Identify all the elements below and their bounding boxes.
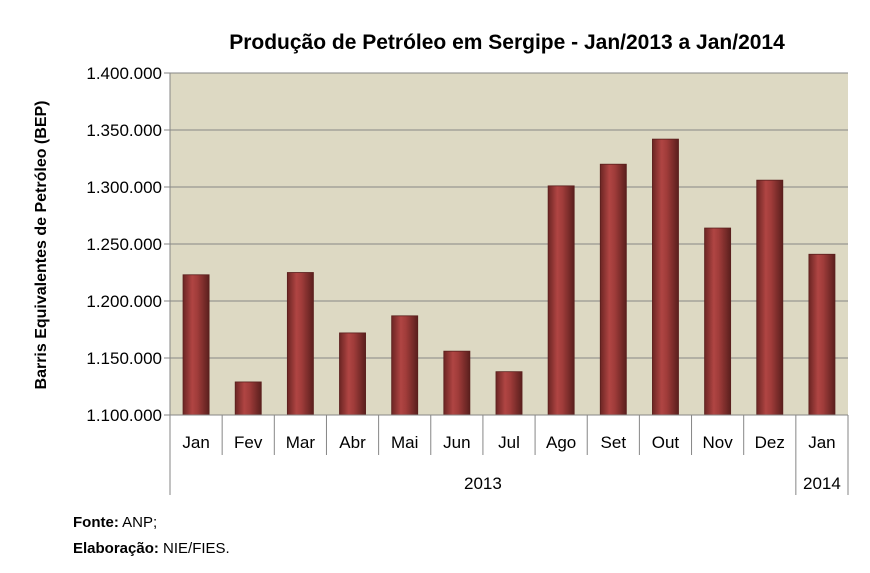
bar <box>182 274 210 416</box>
y-tick-label: 1.200.000 <box>86 292 162 311</box>
bar <box>756 179 784 416</box>
x-tick-label: Set <box>601 433 627 452</box>
bar <box>443 350 471 416</box>
x-tick-label: Jan <box>808 433 835 452</box>
x-tick-label: Mar <box>286 433 316 452</box>
bar <box>652 138 679 416</box>
x-group-label: 2013 <box>464 474 502 493</box>
y-tick-label: 1.250.000 <box>86 235 162 254</box>
y-tick-label: 1.150.000 <box>86 349 162 368</box>
bar <box>234 381 262 416</box>
x-tick-label: Jul <box>498 433 520 452</box>
bar <box>547 185 575 416</box>
bar <box>808 253 836 416</box>
x-tick-label: Ago <box>546 433 576 452</box>
source-label: Fonte: <box>73 514 119 531</box>
x-tick-label: Abr <box>339 433 366 452</box>
x-tick-label: Nov <box>702 433 733 452</box>
x-tick-label: Fev <box>234 433 263 452</box>
y-tick-label: 1.300.000 <box>86 178 162 197</box>
elaboration-value: NIE/FIES. <box>163 540 230 557</box>
chart-title: Produção de Petróleo em Sergipe - Jan/20… <box>229 31 785 54</box>
bar <box>391 315 419 416</box>
source-line: Fonte: ANP; <box>73 514 157 531</box>
y-tick-label: 1.100.000 <box>86 406 162 425</box>
bar <box>704 227 732 416</box>
x-tick-label: Jun <box>443 433 470 452</box>
bar <box>495 371 523 416</box>
x-tick-label: Dez <box>755 433 785 452</box>
bar <box>286 272 314 416</box>
x-tick-label: Jan <box>182 433 209 452</box>
elaboration-line: Elaboração: NIE/FIES. <box>73 540 230 557</box>
x-tick-label: Out <box>652 433 680 452</box>
elaboration-label: Elaboração: <box>73 540 159 557</box>
y-axis-tick-labels: 1.100.000 1.150.000 1.200.000 1.250.000 1.30… <box>86 64 162 425</box>
source-value: ANP; <box>122 514 158 531</box>
y-tick-label: 1.350.000 <box>86 121 162 140</box>
x-group-label: 2014 <box>803 474 841 493</box>
x-axis: Jan Fev Mar Abr Mai Jun Jul Ago Set Out Nov Dez Jan 2… <box>169 414 849 495</box>
gridlines <box>164 72 848 416</box>
bar <box>599 163 627 416</box>
bar <box>339 332 366 416</box>
x-tick-label: Mai <box>391 433 418 452</box>
y-axis-label: Barris Equivalentes de Petróleo (BEP) <box>33 101 50 390</box>
y-tick-label: 1.400.000 <box>86 64 162 83</box>
